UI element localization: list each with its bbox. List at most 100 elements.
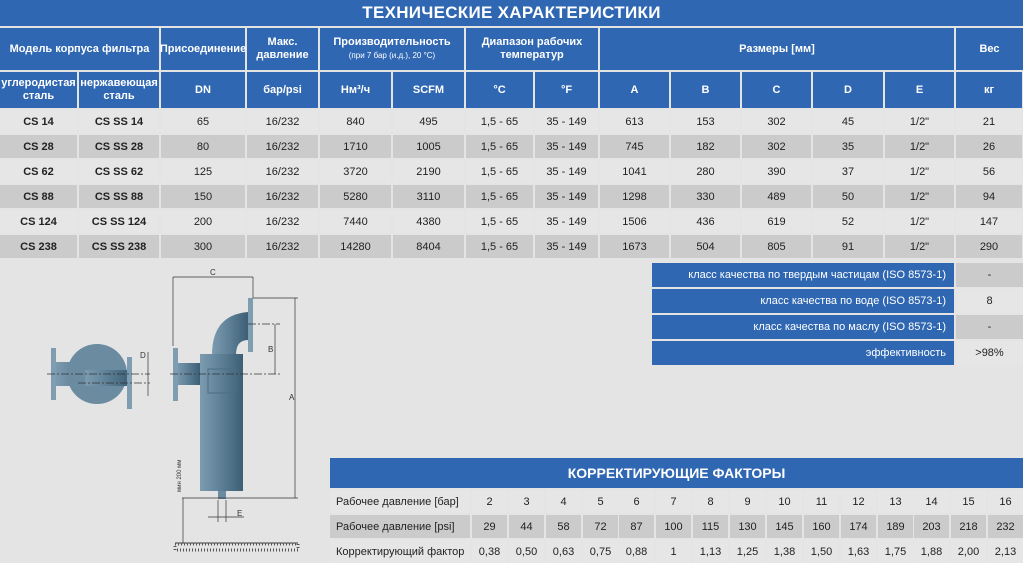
table-cell: 35 - 149 (535, 185, 598, 208)
quality-value: - (956, 263, 1023, 287)
header-max-pressure: Макс. давление (247, 28, 318, 70)
correction-cell: 6 (619, 490, 654, 513)
correction-cell: 189 (878, 515, 913, 538)
table-cell: 2190 (393, 160, 464, 183)
table-cell: CS SS 14 (79, 110, 159, 133)
table-cell: 26 (956, 135, 1022, 158)
table-cell: CS 14 (0, 110, 77, 133)
correction-cell: 29 (472, 515, 507, 538)
quality-label: эффективность (652, 341, 954, 365)
correction-cell: 4 (546, 490, 581, 513)
correction-cell: 0,50 (509, 540, 544, 563)
table-cell: 35 - 149 (535, 135, 598, 158)
correction-cell: 0,38 (472, 540, 507, 563)
table-cell: 1673 (600, 235, 669, 258)
table-cell: CS 124 (0, 210, 77, 233)
table-cell: 5280 (320, 185, 391, 208)
table-cell: 94 (956, 185, 1022, 208)
subheader-7: °F (535, 72, 598, 108)
correction-cell: 15 (951, 490, 986, 513)
table-cell: 200 (161, 210, 245, 233)
table-cell: 504 (671, 235, 740, 258)
correction-cell: 3 (509, 490, 544, 513)
subheader-6: °C (466, 72, 533, 108)
correction-cell: 130 (730, 515, 765, 538)
table-cell: 35 - 149 (535, 110, 598, 133)
subheader-12: E (885, 72, 954, 108)
label-b: B (268, 345, 273, 354)
correction-cell: 1,88 (914, 540, 949, 563)
correction-cell: 13 (878, 490, 913, 513)
correction-cell: 0,88 (619, 540, 654, 563)
subheader-9: B (671, 72, 740, 108)
correction-cell: 16 (988, 490, 1023, 513)
correction-cell: 8 (693, 490, 728, 513)
table-cell: 150 (161, 185, 245, 208)
page-title: ТЕХНИЧЕСКИЕ ХАРАКТЕРИСТИКИ (0, 0, 1023, 26)
quality-label: класс качества по маслу (ISO 8573-1) (652, 315, 954, 339)
table-cell: 1/2" (885, 210, 954, 233)
header-capacity: Производительность (при 7 бар (и.д.), 20 … (320, 28, 464, 70)
table-cell: CS SS 238 (79, 235, 159, 258)
table-cell: 280 (671, 160, 740, 183)
table-cell: 390 (742, 160, 811, 183)
header-dimensions: Размеры [мм] (600, 28, 954, 70)
table-cell: 290 (956, 235, 1022, 258)
correction-cell: 2,00 (951, 540, 986, 563)
table-cell: 1,5 - 65 (466, 110, 533, 133)
table-cell: 489 (742, 185, 811, 208)
correction-cell: 0,63 (546, 540, 581, 563)
table-cell: 3110 (393, 185, 464, 208)
table-cell: 21 (956, 110, 1022, 133)
table-cell: 1,5 - 65 (466, 160, 533, 183)
table-cell: 37 (813, 160, 883, 183)
correction-cell: 12 (841, 490, 876, 513)
table-cell: CS 28 (0, 135, 77, 158)
table-cell: 1,5 - 65 (466, 185, 533, 208)
table-cell: 495 (393, 110, 464, 133)
table-cell: 147 (956, 210, 1022, 233)
correction-cell: 1 (656, 540, 691, 563)
header-temp-range: Диапазон рабочих температур (466, 28, 598, 70)
correction-cell: 5 (583, 490, 618, 513)
subheader-13: кг (956, 72, 1022, 108)
capacity-title: Производительность (333, 36, 451, 48)
table-cell: 35 (813, 135, 883, 158)
correction-cell: 145 (767, 515, 802, 538)
correction-cell: 87 (619, 515, 654, 538)
subheader-11: D (813, 72, 883, 108)
table-cell: 1041 (600, 160, 669, 183)
quality-value: >98% (956, 341, 1023, 365)
table-cell: 1,5 - 65 (466, 235, 533, 258)
filter-diagram: C B A D E мин 200 мм (47, 268, 300, 552)
table-cell: 1506 (600, 210, 669, 233)
table-cell: 16/232 (247, 185, 318, 208)
correction-cell: 232 (988, 515, 1023, 538)
table-cell: 35 - 149 (535, 160, 598, 183)
correction-title: КОРРЕКТИРУЮЩИЕ ФАКТОРЫ (330, 458, 1023, 488)
side-view (47, 344, 150, 409)
table-cell: CS 62 (0, 160, 77, 183)
label-min-200: мин 200 мм (177, 460, 183, 492)
table-cell: 300 (161, 235, 245, 258)
correction-row-label: Корректирующий фактор (330, 540, 470, 563)
table-cell: 91 (813, 235, 883, 258)
table-cell: 45 (813, 110, 883, 133)
subheader-10: C (742, 72, 811, 108)
table-cell: 182 (671, 135, 740, 158)
table-cell: CS SS 28 (79, 135, 159, 158)
correction-cell: 218 (951, 515, 986, 538)
table-cell: 3720 (320, 160, 391, 183)
subheader-8: A (600, 72, 669, 108)
quality-label: класс качества по твердым частицам (ISO … (652, 263, 954, 287)
header-model: Модель корпуса фильтра (0, 28, 159, 70)
capacity-note: (при 7 бар (и.д.), 20 °C) (348, 51, 436, 60)
correction-cell: 174 (841, 515, 876, 538)
correction-cell: 1,38 (767, 540, 802, 563)
table-cell: 330 (671, 185, 740, 208)
table-cell: 35 - 149 (535, 235, 598, 258)
table-cell: 1,5 - 65 (466, 135, 533, 158)
table-cell: 125 (161, 160, 245, 183)
table-cell: 619 (742, 210, 811, 233)
subheader-3: бар/psi (247, 72, 318, 108)
